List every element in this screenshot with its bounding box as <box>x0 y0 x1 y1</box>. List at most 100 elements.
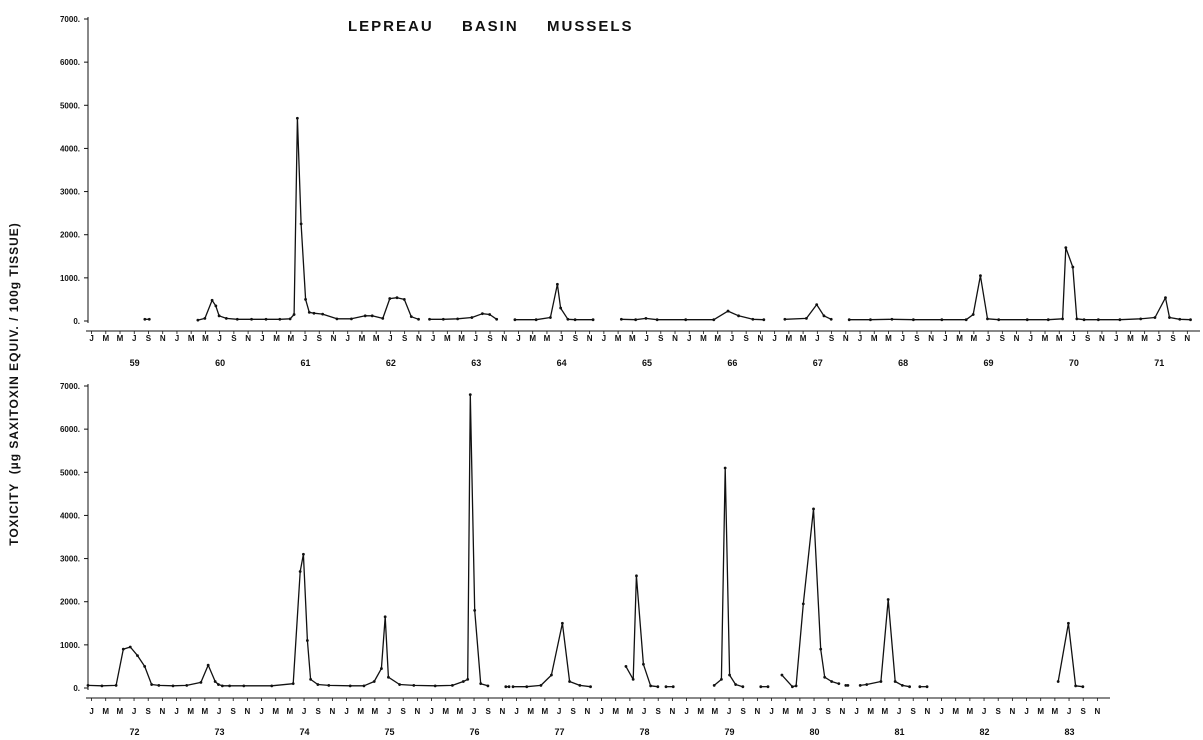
data-point <box>143 317 147 321</box>
data-point <box>815 303 819 307</box>
data-point <box>428 317 431 321</box>
month-label: M <box>529 334 536 343</box>
month-label: J <box>132 334 136 343</box>
year-label: 60 <box>215 358 225 368</box>
year-label: 67 <box>813 358 823 368</box>
data-point <box>388 297 392 300</box>
month-label: J <box>815 334 819 343</box>
data-point <box>829 317 833 321</box>
data-point <box>550 673 553 677</box>
month-label: S <box>914 334 920 343</box>
data-point <box>573 318 577 322</box>
month-label: J <box>387 707 391 716</box>
data-point <box>783 317 787 321</box>
data-point <box>997 318 1001 322</box>
data-point <box>759 685 763 689</box>
y-tick-label: 1000. <box>60 274 80 283</box>
month-label: S <box>231 707 237 716</box>
month-label: N <box>416 334 422 343</box>
month-label: M <box>952 707 959 716</box>
month-label: J <box>727 707 731 716</box>
data-point <box>589 685 592 689</box>
month-label: S <box>829 334 835 343</box>
data-point <box>298 570 302 573</box>
month-label: M <box>188 334 195 343</box>
data-point <box>495 317 499 321</box>
month-label: M <box>697 707 704 716</box>
year-label: 65 <box>642 358 652 368</box>
data-point <box>869 318 872 322</box>
data-point <box>1046 318 1050 322</box>
month-label: S <box>231 334 237 343</box>
month-label: J <box>516 334 520 343</box>
year-label: 78 <box>639 727 649 737</box>
y-tick-label: 6000. <box>60 425 80 434</box>
month-label: J <box>557 707 561 716</box>
data-point <box>801 602 805 606</box>
data-point <box>671 685 675 689</box>
year-label: 79 <box>724 727 734 737</box>
month-label: M <box>967 707 974 716</box>
y-tick-label: 3000. <box>60 555 80 564</box>
series-line <box>621 310 764 321</box>
month-label: J <box>302 707 306 716</box>
month-label: N <box>160 334 166 343</box>
month-label: M <box>615 334 622 343</box>
month-label: J <box>854 707 858 716</box>
data-point <box>486 684 490 688</box>
year-label: 72 <box>129 727 139 737</box>
year-label: 71 <box>1154 358 1164 368</box>
month-label: S <box>571 707 577 716</box>
year-label: 77 <box>554 727 564 737</box>
data-point <box>830 680 834 683</box>
data-point <box>224 317 228 320</box>
month-label: J <box>1071 334 1075 343</box>
data-point <box>649 684 653 688</box>
month-label: M <box>612 707 619 716</box>
month-label: J <box>260 334 264 343</box>
data-point <box>986 317 989 321</box>
data-point <box>327 684 331 687</box>
data-point <box>1071 265 1075 269</box>
month-label: N <box>754 707 760 716</box>
month-label: J <box>939 707 943 716</box>
data-point <box>940 318 944 322</box>
year-label: 76 <box>469 727 479 737</box>
data-point <box>383 615 387 619</box>
series-line <box>781 508 839 688</box>
month-label: J <box>858 334 862 343</box>
data-point <box>568 680 571 683</box>
data-point <box>548 316 552 319</box>
data-point <box>316 683 320 686</box>
data-point <box>370 314 374 318</box>
data-point <box>128 645 132 649</box>
data-point <box>461 680 465 683</box>
data-point <box>206 663 210 667</box>
data-point <box>511 685 515 689</box>
data-point <box>321 312 325 316</box>
data-point <box>441 317 445 321</box>
data-point <box>578 684 582 687</box>
month-label: M <box>800 334 807 343</box>
month-label: M <box>287 707 294 716</box>
month-label: J <box>602 334 606 343</box>
month-label: M <box>1037 707 1044 716</box>
data-point <box>100 684 104 688</box>
series-line <box>429 313 498 320</box>
month-label: S <box>573 334 579 343</box>
month-label: J <box>812 707 816 716</box>
data-point <box>433 684 437 688</box>
data-point <box>417 317 420 321</box>
month-label: S <box>741 707 747 716</box>
month-label: M <box>1042 334 1049 343</box>
month-label: N <box>1099 334 1105 343</box>
month-label: J <box>772 334 776 343</box>
month-label: J <box>897 707 901 716</box>
data-point <box>171 684 175 688</box>
data-point <box>242 684 246 688</box>
data-point <box>363 314 367 318</box>
data-point <box>631 677 635 681</box>
data-point <box>470 316 474 319</box>
y-tick-label: 5000. <box>60 468 80 477</box>
